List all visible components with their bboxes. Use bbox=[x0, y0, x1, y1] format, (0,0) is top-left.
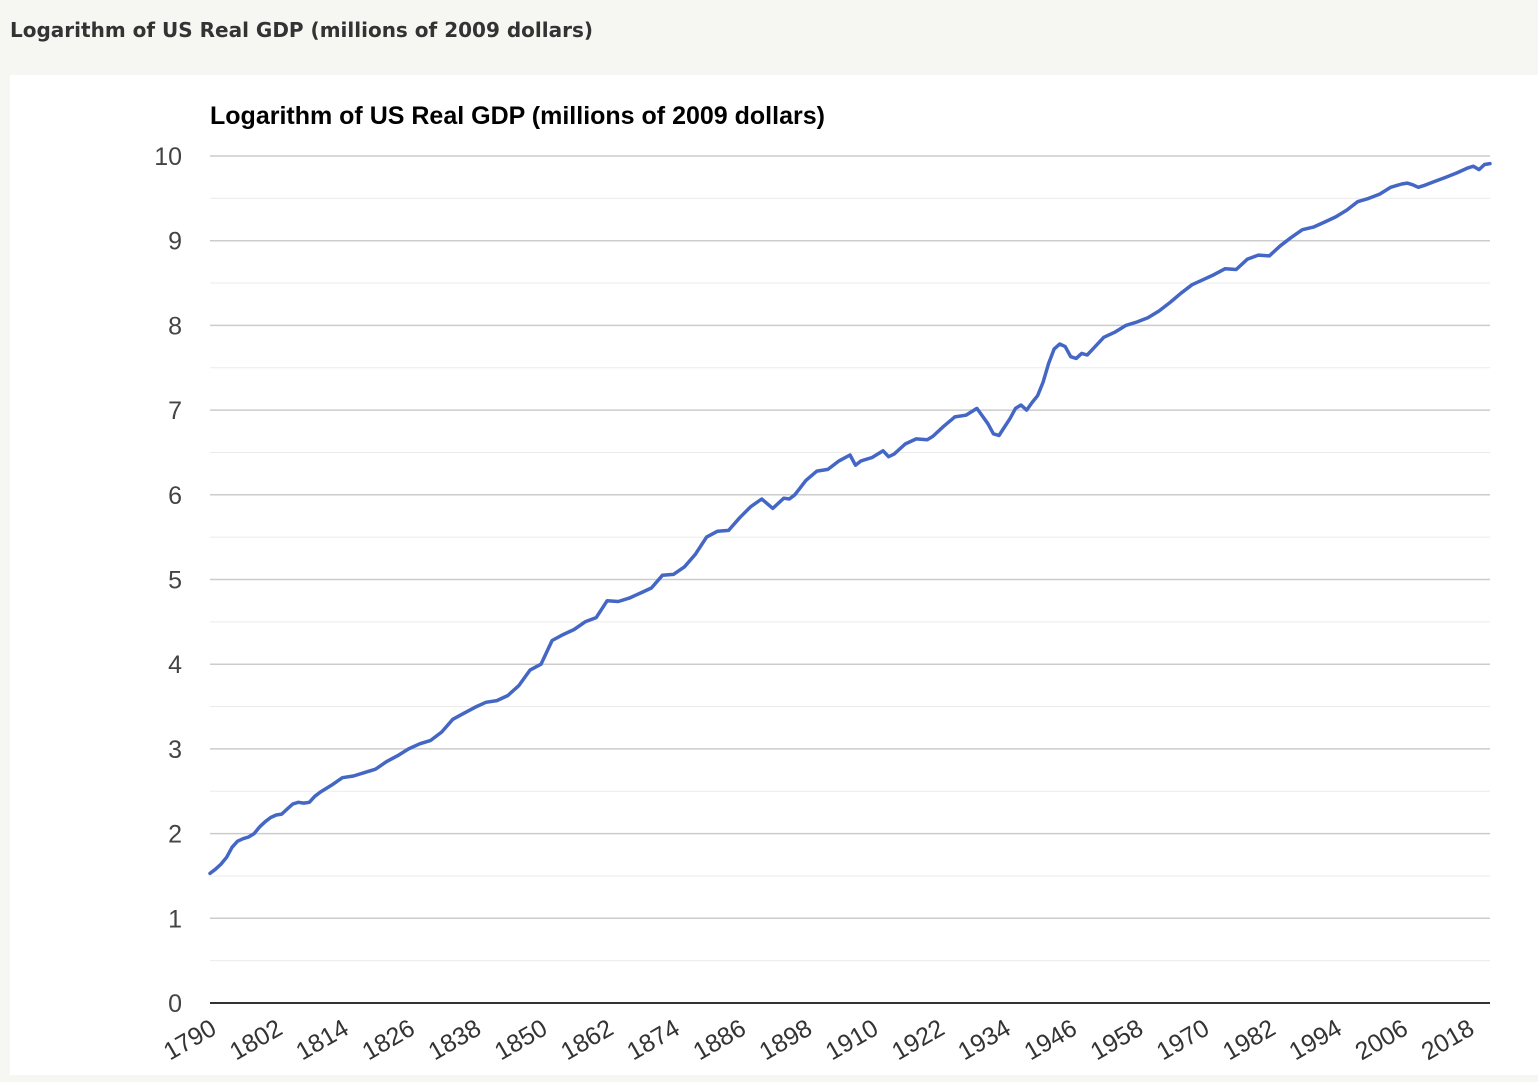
x-tick-label: 1958 bbox=[1086, 1014, 1148, 1066]
chart-panel: 0 1 2 3 4 5 6 7 8 9 10 1790 1802 1814 1826 1838 1850 186… bbox=[10, 75, 1538, 1075]
x-tick-label: 1934 bbox=[953, 1014, 1015, 1066]
x-tick-label: 2006 bbox=[1351, 1014, 1413, 1066]
x-tick-label: 1874 bbox=[622, 1014, 684, 1066]
x-tick-label: 2018 bbox=[1417, 1014, 1479, 1066]
y-tick-label: 8 bbox=[168, 312, 182, 340]
x-tick-label: 1814 bbox=[291, 1014, 353, 1066]
x-tick-label: 1946 bbox=[1020, 1014, 1082, 1066]
y-tick-label: 5 bbox=[168, 567, 182, 595]
x-tick-label: 1886 bbox=[688, 1014, 750, 1066]
x-tick-label: 1802 bbox=[225, 1014, 287, 1066]
x-tick-label: 1862 bbox=[556, 1014, 618, 1066]
line-chart: 0 1 2 3 4 5 6 7 8 9 10 1790 1802 1814 1826 1838 1850 186… bbox=[154, 143, 1492, 1066]
x-tick-label: 1910 bbox=[821, 1014, 883, 1066]
x-tick-label: 1790 bbox=[159, 1014, 221, 1066]
grid-lines bbox=[210, 155, 1490, 962]
y-tick-label: 2 bbox=[168, 821, 182, 849]
y-axis-tick-labels: 0 1 2 3 4 5 6 7 8 9 10 bbox=[154, 143, 182, 1018]
x-tick-label: 1922 bbox=[887, 1014, 949, 1066]
series-line bbox=[208, 161, 1492, 876]
y-tick-label: 3 bbox=[168, 736, 182, 764]
chart-title: Logarithm of US Real GDP (millions of 20… bbox=[210, 102, 825, 130]
page-header-title: Logarithm of US Real GDP (millions of 20… bbox=[10, 18, 593, 42]
y-tick-label: 7 bbox=[168, 397, 182, 425]
x-tick-label: 1850 bbox=[490, 1014, 552, 1066]
x-tick-label: 1826 bbox=[357, 1014, 419, 1066]
y-tick-label: 0 bbox=[168, 990, 182, 1018]
x-tick-label: 1994 bbox=[1284, 1014, 1346, 1066]
x-tick-label: 1838 bbox=[424, 1014, 486, 1066]
x-tick-label: 1982 bbox=[1218, 1014, 1280, 1066]
x-tick-label: 1970 bbox=[1152, 1014, 1214, 1066]
y-tick-label: 4 bbox=[168, 651, 182, 679]
y-tick-label: 1 bbox=[168, 905, 182, 933]
series-layer bbox=[208, 161, 1492, 876]
x-tick-label: 1898 bbox=[755, 1014, 817, 1066]
y-tick-label: 6 bbox=[168, 482, 182, 510]
y-tick-label: 9 bbox=[168, 228, 182, 256]
x-axis-tick-labels: 1790 1802 1814 1826 1838 1850 1862 1874 1886 1898… bbox=[159, 1014, 1479, 1066]
y-tick-label: 10 bbox=[154, 143, 182, 171]
